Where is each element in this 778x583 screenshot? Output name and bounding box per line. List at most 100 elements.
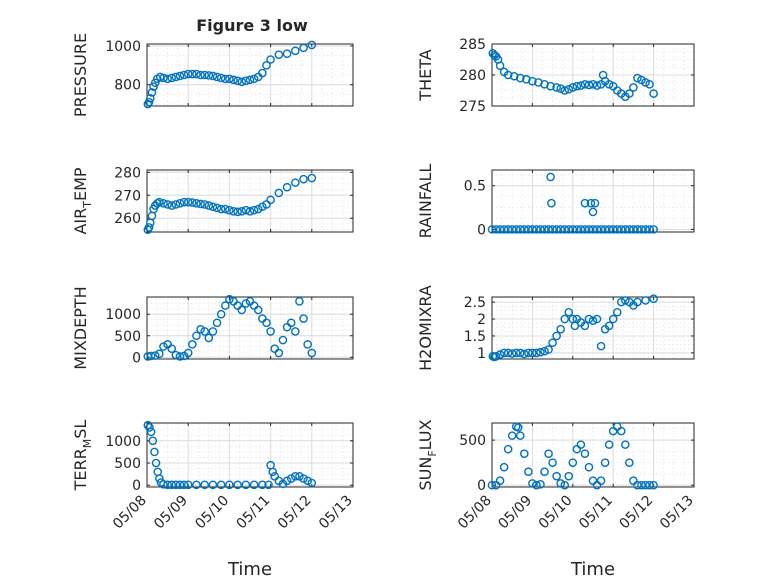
data-point — [167, 73, 177, 83]
data-point — [576, 225, 586, 234]
data-point — [208, 480, 218, 490]
x-tick-label: 05/13 — [657, 493, 697, 533]
data-point — [645, 80, 654, 89]
data-point — [233, 76, 242, 86]
data-point — [532, 348, 541, 358]
data-point — [513, 423, 523, 432]
data-point — [645, 225, 654, 234]
data-point — [159, 198, 168, 208]
data-point — [167, 201, 177, 210]
data-point — [299, 314, 308, 323]
data-point — [253, 204, 263, 214]
axes-box — [491, 296, 695, 360]
data-point — [536, 225, 545, 234]
data-point — [258, 202, 267, 212]
x-tick-label: 05/09 — [495, 493, 535, 533]
data-point — [507, 225, 517, 234]
data-point — [649, 294, 658, 303]
data-point — [143, 420, 153, 430]
data-point — [163, 74, 172, 84]
data-point — [286, 318, 296, 328]
data-point — [204, 71, 214, 80]
data-point — [291, 327, 300, 336]
data-point — [487, 480, 497, 490]
data-point — [150, 447, 159, 457]
data-point — [580, 225, 590, 234]
data-point — [188, 69, 197, 79]
x-axis-label: Time — [570, 559, 615, 580]
panel-5: 0 500 1000 MIXDEPTH — [71, 286, 354, 370]
data-point — [528, 225, 537, 234]
data-point — [188, 340, 197, 349]
data-point — [291, 46, 300, 56]
y-tick-label: 2.5 — [464, 295, 486, 311]
data-point — [511, 348, 521, 358]
data-point — [556, 479, 565, 488]
y-tick-label: 260 — [114, 211, 141, 227]
data-point — [225, 74, 234, 84]
x-tick-label: 05/10 — [536, 493, 576, 533]
axes-box — [491, 422, 695, 488]
panel-7: 0 500 1000 05/08 05/09 05/10 05/11 05/12 05/13 Ti… — [71, 420, 356, 580]
data-point — [487, 225, 497, 234]
data-point — [499, 348, 509, 358]
data-point — [604, 80, 614, 89]
data-point — [249, 205, 259, 215]
panel-4: 0 0.5 RAINFALL — [416, 164, 695, 239]
data-point — [552, 83, 561, 92]
data-point — [515, 431, 525, 440]
data-point — [600, 225, 610, 234]
data-point — [612, 225, 622, 234]
y-axis-label-suffix: EMP — [71, 167, 90, 201]
data-point — [604, 225, 614, 234]
data-point — [216, 204, 226, 214]
data-point — [286, 474, 296, 483]
data-point — [171, 480, 181, 490]
data-point — [241, 205, 251, 215]
data-point — [604, 321, 614, 331]
y-axis-label: TERRMSL — [71, 420, 94, 492]
data-point — [208, 327, 218, 336]
data-point — [307, 173, 317, 183]
data-point — [278, 335, 288, 345]
data-point — [546, 81, 555, 91]
panel-3: 260 270 280 AIRTEMP — [71, 165, 354, 235]
data-point — [291, 472, 300, 481]
data-point — [540, 346, 549, 356]
panel-1: 800 1000 PRESSURE — [71, 33, 354, 117]
data-point — [590, 198, 600, 208]
data-point — [159, 480, 168, 489]
data-point — [196, 70, 205, 80]
x-tick-label: 05/11 — [576, 493, 616, 533]
data-point — [151, 458, 161, 468]
y-axis-label-main: RAINFALL — [416, 164, 435, 239]
y-axis-label-main: SUN — [416, 457, 435, 491]
data-point — [144, 223, 154, 232]
data-point — [621, 296, 630, 305]
data-point — [584, 314, 594, 324]
y-axis-label: THETA — [416, 49, 435, 101]
data-point — [144, 97, 154, 107]
data-point — [171, 72, 181, 82]
data-point — [641, 296, 650, 305]
data-point — [237, 305, 247, 315]
data-point — [588, 80, 598, 89]
data-point — [183, 348, 193, 358]
data-point — [163, 200, 172, 209]
data-point — [546, 172, 555, 182]
data-point — [220, 74, 230, 84]
data-point — [520, 449, 529, 458]
data-point — [171, 200, 181, 209]
axes-box — [146, 296, 354, 360]
data-point — [147, 88, 157, 97]
data-point — [233, 207, 242, 217]
data-point — [544, 449, 553, 458]
y-tick-label: 1000 — [105, 307, 141, 323]
data-point — [220, 301, 230, 310]
data-point — [175, 480, 185, 490]
data-point — [596, 341, 606, 351]
data-point — [641, 225, 650, 234]
data-point — [524, 225, 533, 234]
data-point — [146, 427, 156, 437]
y-tick-label: 1 — [477, 346, 486, 362]
